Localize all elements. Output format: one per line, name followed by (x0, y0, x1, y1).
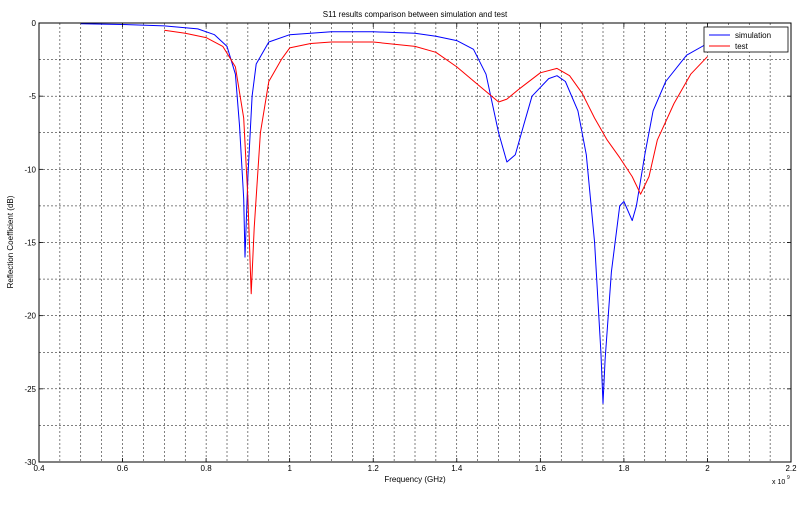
x-tick-label: 0.4 (33, 464, 45, 473)
y-tick-label: 0 (32, 19, 37, 28)
x-tick-label: 2.2 (785, 464, 797, 473)
y-tick-label: -25 (24, 385, 36, 394)
legend-box (703, 26, 789, 53)
series-layer (80, 23, 750, 404)
x-tick-label: 1.4 (451, 464, 463, 473)
x-tick-label: 1.6 (535, 464, 547, 473)
x-tick-label: 0.6 (117, 464, 129, 473)
y-tick-label: -30 (24, 458, 36, 467)
grid-lines (39, 23, 791, 462)
x-exponent-label: x 10 (772, 479, 785, 486)
legend-simulation-label: simulation (735, 31, 771, 40)
x-tick-label: 1.2 (368, 464, 380, 473)
series-line-simulation (80, 23, 750, 404)
chart-title: S11 results comparison between simulatio… (323, 10, 508, 19)
x-tick-label: 1.8 (618, 464, 630, 473)
y-axis-label: Reflection Coefficient (dB) (6, 195, 15, 288)
series-line-test (164, 29, 708, 295)
x-tick-label: 2 (705, 464, 710, 473)
legend-test-label: test (735, 42, 749, 51)
x-tick-label: 1 (287, 464, 292, 473)
axis-ticks: 0.4 0.6 0.8 1 1.2 1.4 1.6 1.8 2 2.2 0 -5 -10 -15 -20 -2… (24, 19, 797, 473)
y-tick-label: -5 (29, 92, 37, 101)
legend: simulation test (703, 26, 789, 53)
y-tick-label: -20 (24, 312, 36, 321)
y-tick-label: -15 (24, 239, 36, 248)
x-tick-label: 0.8 (201, 464, 213, 473)
x-axis-label: Frequency (GHz) (384, 475, 446, 484)
x-exponent-power: 9 (787, 475, 790, 481)
y-tick-label: -10 (24, 165, 36, 174)
